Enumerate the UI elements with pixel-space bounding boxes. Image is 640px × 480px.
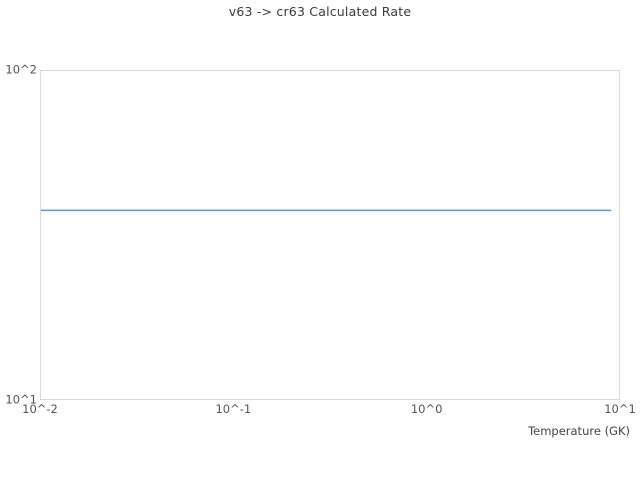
x-tick-label: 10^1: [604, 402, 636, 416]
x-tick-label: 10^-2: [22, 402, 58, 416]
chart-title: v63 -> cr63 Calculated Rate: [228, 4, 412, 19]
x-tick-label: 10^0: [410, 402, 443, 416]
y-tick-label: 10^2: [5, 62, 37, 77]
plot-area: [40, 70, 620, 400]
plot-svg: [41, 209, 612, 212]
x-tick-label: 10^-1: [215, 402, 252, 416]
x-axis-label: Temperature (GK): [528, 424, 630, 438]
y-tick-label: 10^1: [5, 392, 37, 407]
